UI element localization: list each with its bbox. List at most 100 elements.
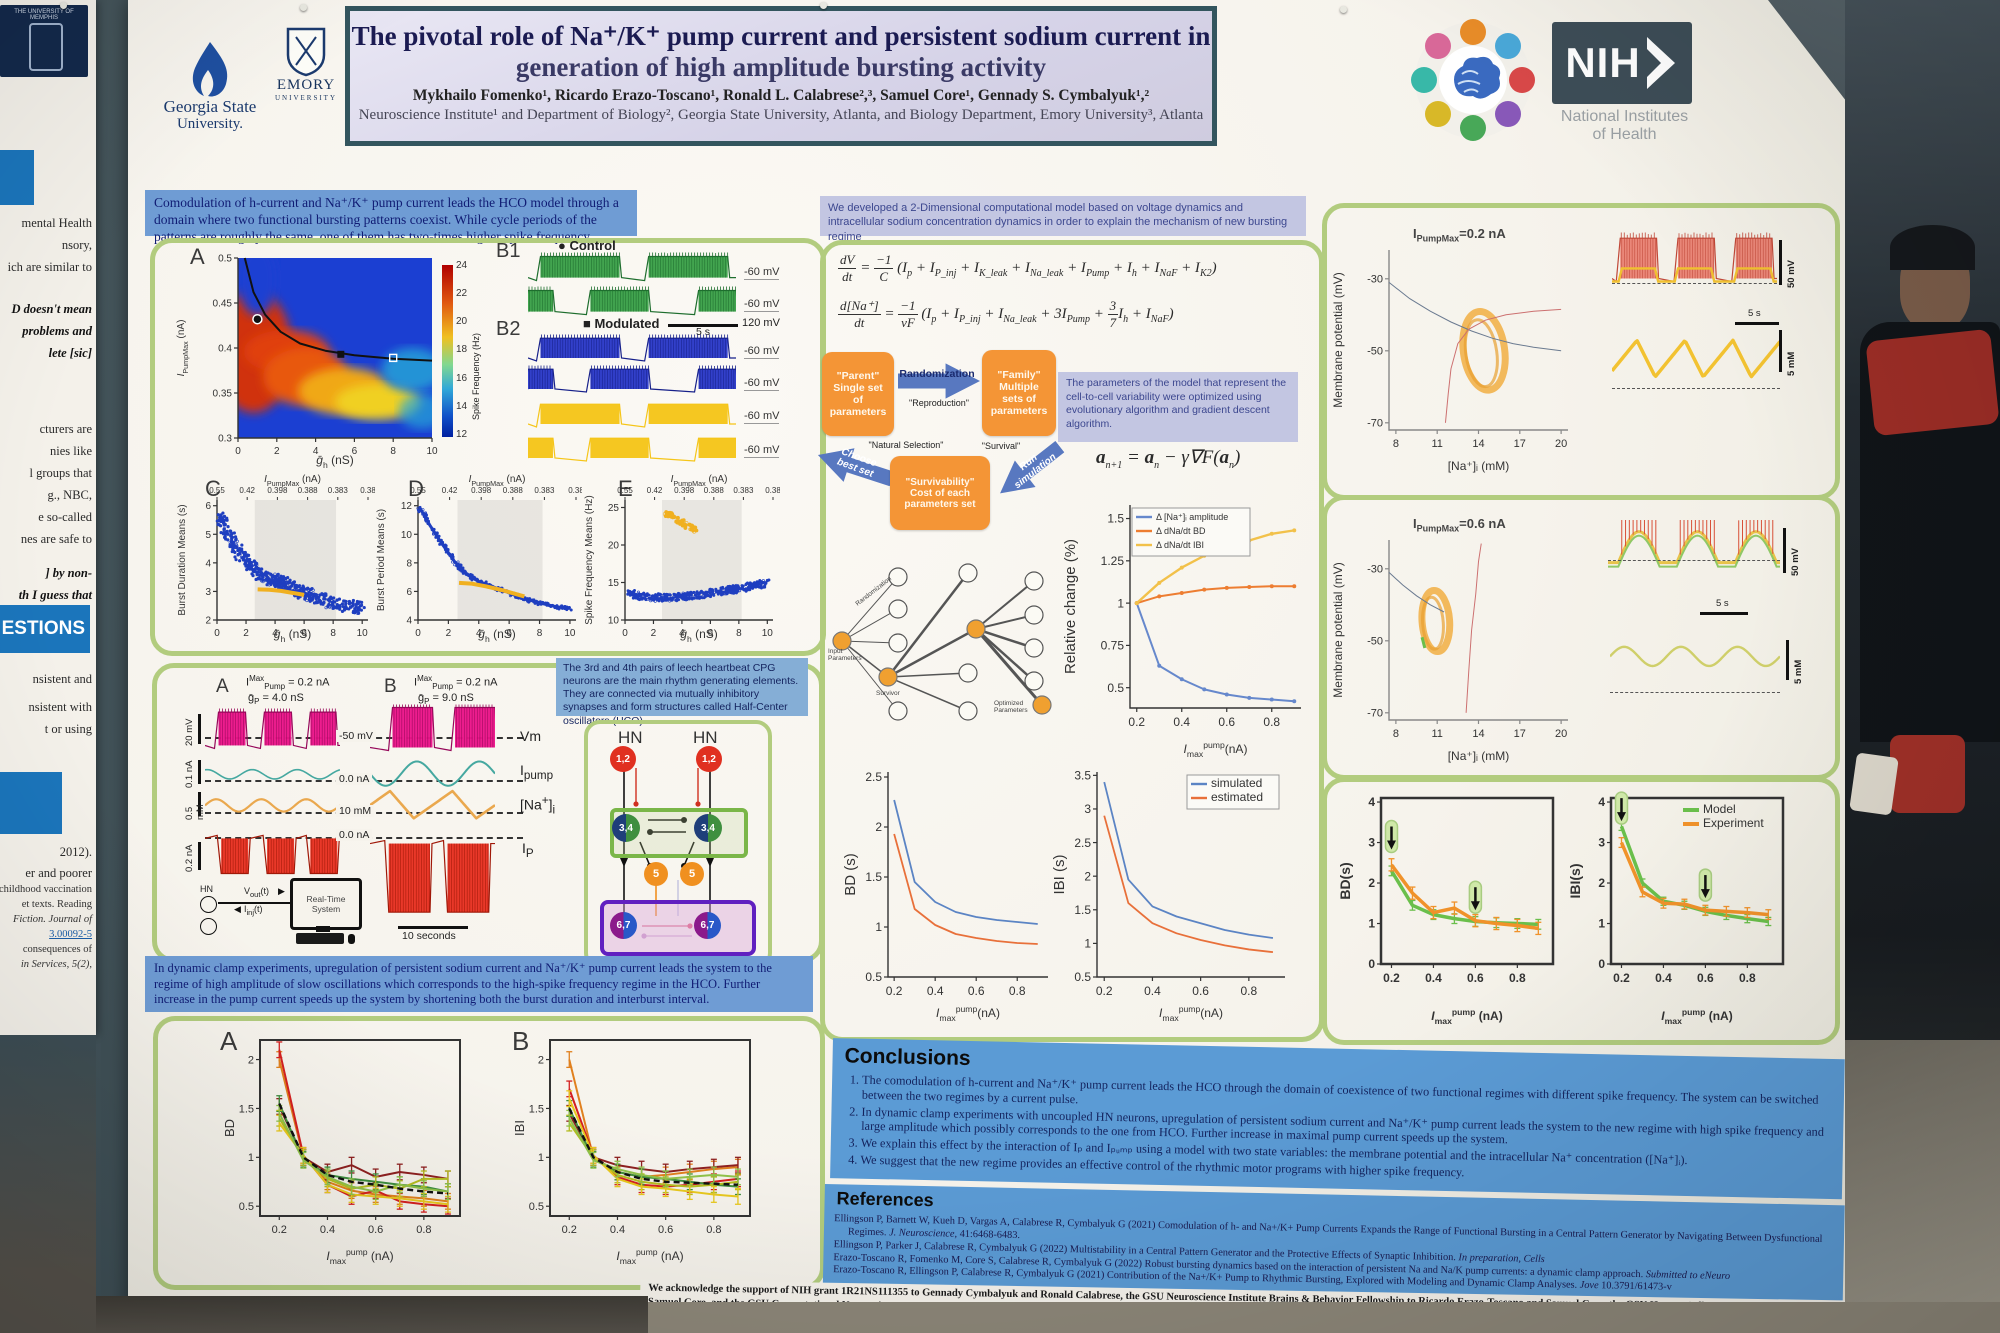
svg-text:IBI(s): IBI(s) <box>1568 864 1583 899</box>
poster-fragment: lete [sic] <box>48 346 92 360</box>
ipump-trace-a <box>204 760 341 786</box>
poster-fragment: ] by non- <box>45 566 92 580</box>
flow-survivability-box: "Survivability" Cost of each parameters … <box>890 456 990 530</box>
scale-5mm-bar-2 <box>1786 640 1789 680</box>
svg-text:BD: BD <box>222 1119 237 1137</box>
trace-svg <box>523 286 739 316</box>
poster: Georgia State University. EMORY UNIVERSI… <box>128 0 1851 1333</box>
poster-fragment: l groups that <box>29 466 93 480</box>
svg-text:0.4: 0.4 <box>1173 715 1190 729</box>
panel-c-label: C <box>205 476 221 501</box>
svg-text:1.5: 1.5 <box>1107 512 1124 526</box>
svg-text:3: 3 <box>205 587 211 598</box>
poster-fragment: cturers are <box>39 422 92 436</box>
wave-svg <box>1610 338 1782 379</box>
svg-text:0.383: 0.383 <box>328 486 349 495</box>
svg-text:4: 4 <box>313 446 319 457</box>
svg-text:1: 1 <box>1598 917 1605 931</box>
person-hair <box>1890 225 1975 270</box>
hn-node-12-left: 1,2 <box>610 746 636 772</box>
na-baseline-label: 10 mM <box>336 805 375 817</box>
control-trace-2 <box>523 286 739 318</box>
svg-text:Burst Duration Means (s): Burst Duration Means (s) <box>177 504 188 615</box>
voltage-equation: dV dt = −1 C (Ip + IP_inj + IK_leak + INa_… <box>838 252 1217 284</box>
svg-text:2: 2 <box>243 628 249 639</box>
svg-text:10: 10 <box>762 628 774 639</box>
svg-text:0.5: 0.5 <box>218 254 232 265</box>
svg-text:1.5: 1.5 <box>239 1103 254 1115</box>
normalized-ibi-chart: 0.2 0.4 0.6 0.8 0.5 1 1.5 2 Imaxpump (nA) IBI <box>512 1028 770 1268</box>
svg-text:14: 14 <box>1472 728 1484 740</box>
svg-text:Membrane potential (mV): Membrane potential (mV) <box>1331 272 1345 407</box>
norm-bd-label: A <box>220 1026 238 1056</box>
svg-text:1.5: 1.5 <box>865 870 882 884</box>
svg-text:estimated: estimated <box>1211 790 1263 804</box>
poster-fragment: nsistent and <box>32 672 92 686</box>
svg-text:0.2: 0.2 <box>562 1224 577 1236</box>
svg-text:0.5: 0.5 <box>529 1201 544 1213</box>
push-pin <box>300 4 307 11</box>
svg-text:3: 3 <box>1084 802 1091 816</box>
ibi-simulated-chart: 0.2 0.4 0.6 0.8 0.5 1 1.5 2 2.5 3 3.5 Imaxpump(nA) I… <box>1051 763 1297 1025</box>
ip-baseline-label: 0.0 nA <box>336 829 373 841</box>
svg-text:0.4: 0.4 <box>320 1224 335 1236</box>
svg-text:3: 3 <box>1368 836 1375 850</box>
svg-text:0.388: 0.388 <box>298 486 319 495</box>
svg-text:0.4: 0.4 <box>927 984 944 998</box>
poster-fragment: D doesn't mean <box>11 302 92 316</box>
burst-trace-02na <box>1611 232 1777 294</box>
svg-text:2.5: 2.5 <box>865 770 882 784</box>
svg-text:0.5: 0.5 <box>239 1201 254 1213</box>
svg-text:0: 0 <box>214 628 220 639</box>
svg-text:3.5: 3.5 <box>1074 769 1091 783</box>
svg-text:4: 4 <box>1598 795 1605 809</box>
bd-model-experiment-chart: 0.2 0.4 0.6 0.8 0 1 2 3 4 Imaxpump (nA) BD(s) <box>1337 788 1566 1028</box>
modulated-trace-1 <box>527 334 736 364</box>
svg-text:10: 10 <box>357 628 369 639</box>
svg-text:0.38: 0.38 <box>568 486 582 495</box>
svg-text:IBI (s): IBI (s) <box>1052 854 1068 894</box>
svg-text:0.35: 0.35 <box>213 389 233 400</box>
svg-text:0.38: 0.38 <box>765 486 780 495</box>
burst-period-chart: 0 2 4 6 8 10 4 6 8 10 12 0.55 0.42 0.398 0.388 0.383 0.3… <box>372 472 584 646</box>
na-row-label: [Na+]i <box>520 794 556 817</box>
svg-text:BD (s): BD (s) <box>843 853 859 896</box>
hn-node-34-right: 3,4 <box>694 814 722 842</box>
left-summary-box: In dynamic clamp experiments, upregulati… <box>145 956 813 1012</box>
poster-title-line1: The pivotal role of Na⁺/K⁺ pump current … <box>351 21 1211 51</box>
vm-row-label: Vm <box>520 728 541 744</box>
colorbar-tick: 20 <box>456 316 468 328</box>
iinj-label: Iinj(t) <box>244 904 263 917</box>
poster-fragment: in Services, 5(2), <box>20 959 92 970</box>
svg-text:Imaxpump(nA): Imaxpump(nA) <box>936 1004 1000 1023</box>
svg-text:2: 2 <box>274 446 280 457</box>
svg-text:Relative change (%): Relative change (%) <box>1063 539 1079 674</box>
svg-text:4: 4 <box>272 628 278 639</box>
panel-b1-label: B1 <box>496 240 521 262</box>
svg-text:0.8: 0.8 <box>416 1224 431 1236</box>
svg-text:6: 6 <box>506 628 512 639</box>
burst-trace-06na <box>1608 518 1780 580</box>
svg-text:6: 6 <box>406 587 412 598</box>
svg-text:Δ dNa/dt IBI: Δ dNa/dt IBI <box>1156 540 1204 550</box>
svg-text:-50: -50 <box>1367 346 1383 358</box>
yellow-trace-2 <box>523 434 739 464</box>
svg-text:1: 1 <box>248 1152 254 1164</box>
ip-scalebar <box>198 842 201 870</box>
svg-text:2: 2 <box>205 616 211 627</box>
gsu-flame-icon: Georgia State University. <box>164 42 256 132</box>
neighbour-poster: THE UNIVERSITY OF MEMPHIS ESTIONS mental… <box>0 0 96 1035</box>
poster-fragment: nsory, <box>61 238 92 252</box>
tree-input-label: Input Parameters <box>828 648 862 662</box>
svg-text:0.8: 0.8 <box>1009 984 1026 998</box>
chart-svg: 0.2 0.4 0.6 0.8 0.5 1 1.5 2 Imaxpump (nA) BD <box>222 1039 461 1266</box>
person-scarf <box>1865 328 2000 437</box>
svg-text:2: 2 <box>875 820 882 834</box>
svg-text:University.: University. <box>177 116 243 132</box>
svg-text:0.5: 0.5 <box>1107 681 1124 695</box>
svg-text:8: 8 <box>736 628 742 639</box>
hn-node-12-right: 1,2 <box>696 746 722 772</box>
na-scalebar <box>198 792 201 816</box>
